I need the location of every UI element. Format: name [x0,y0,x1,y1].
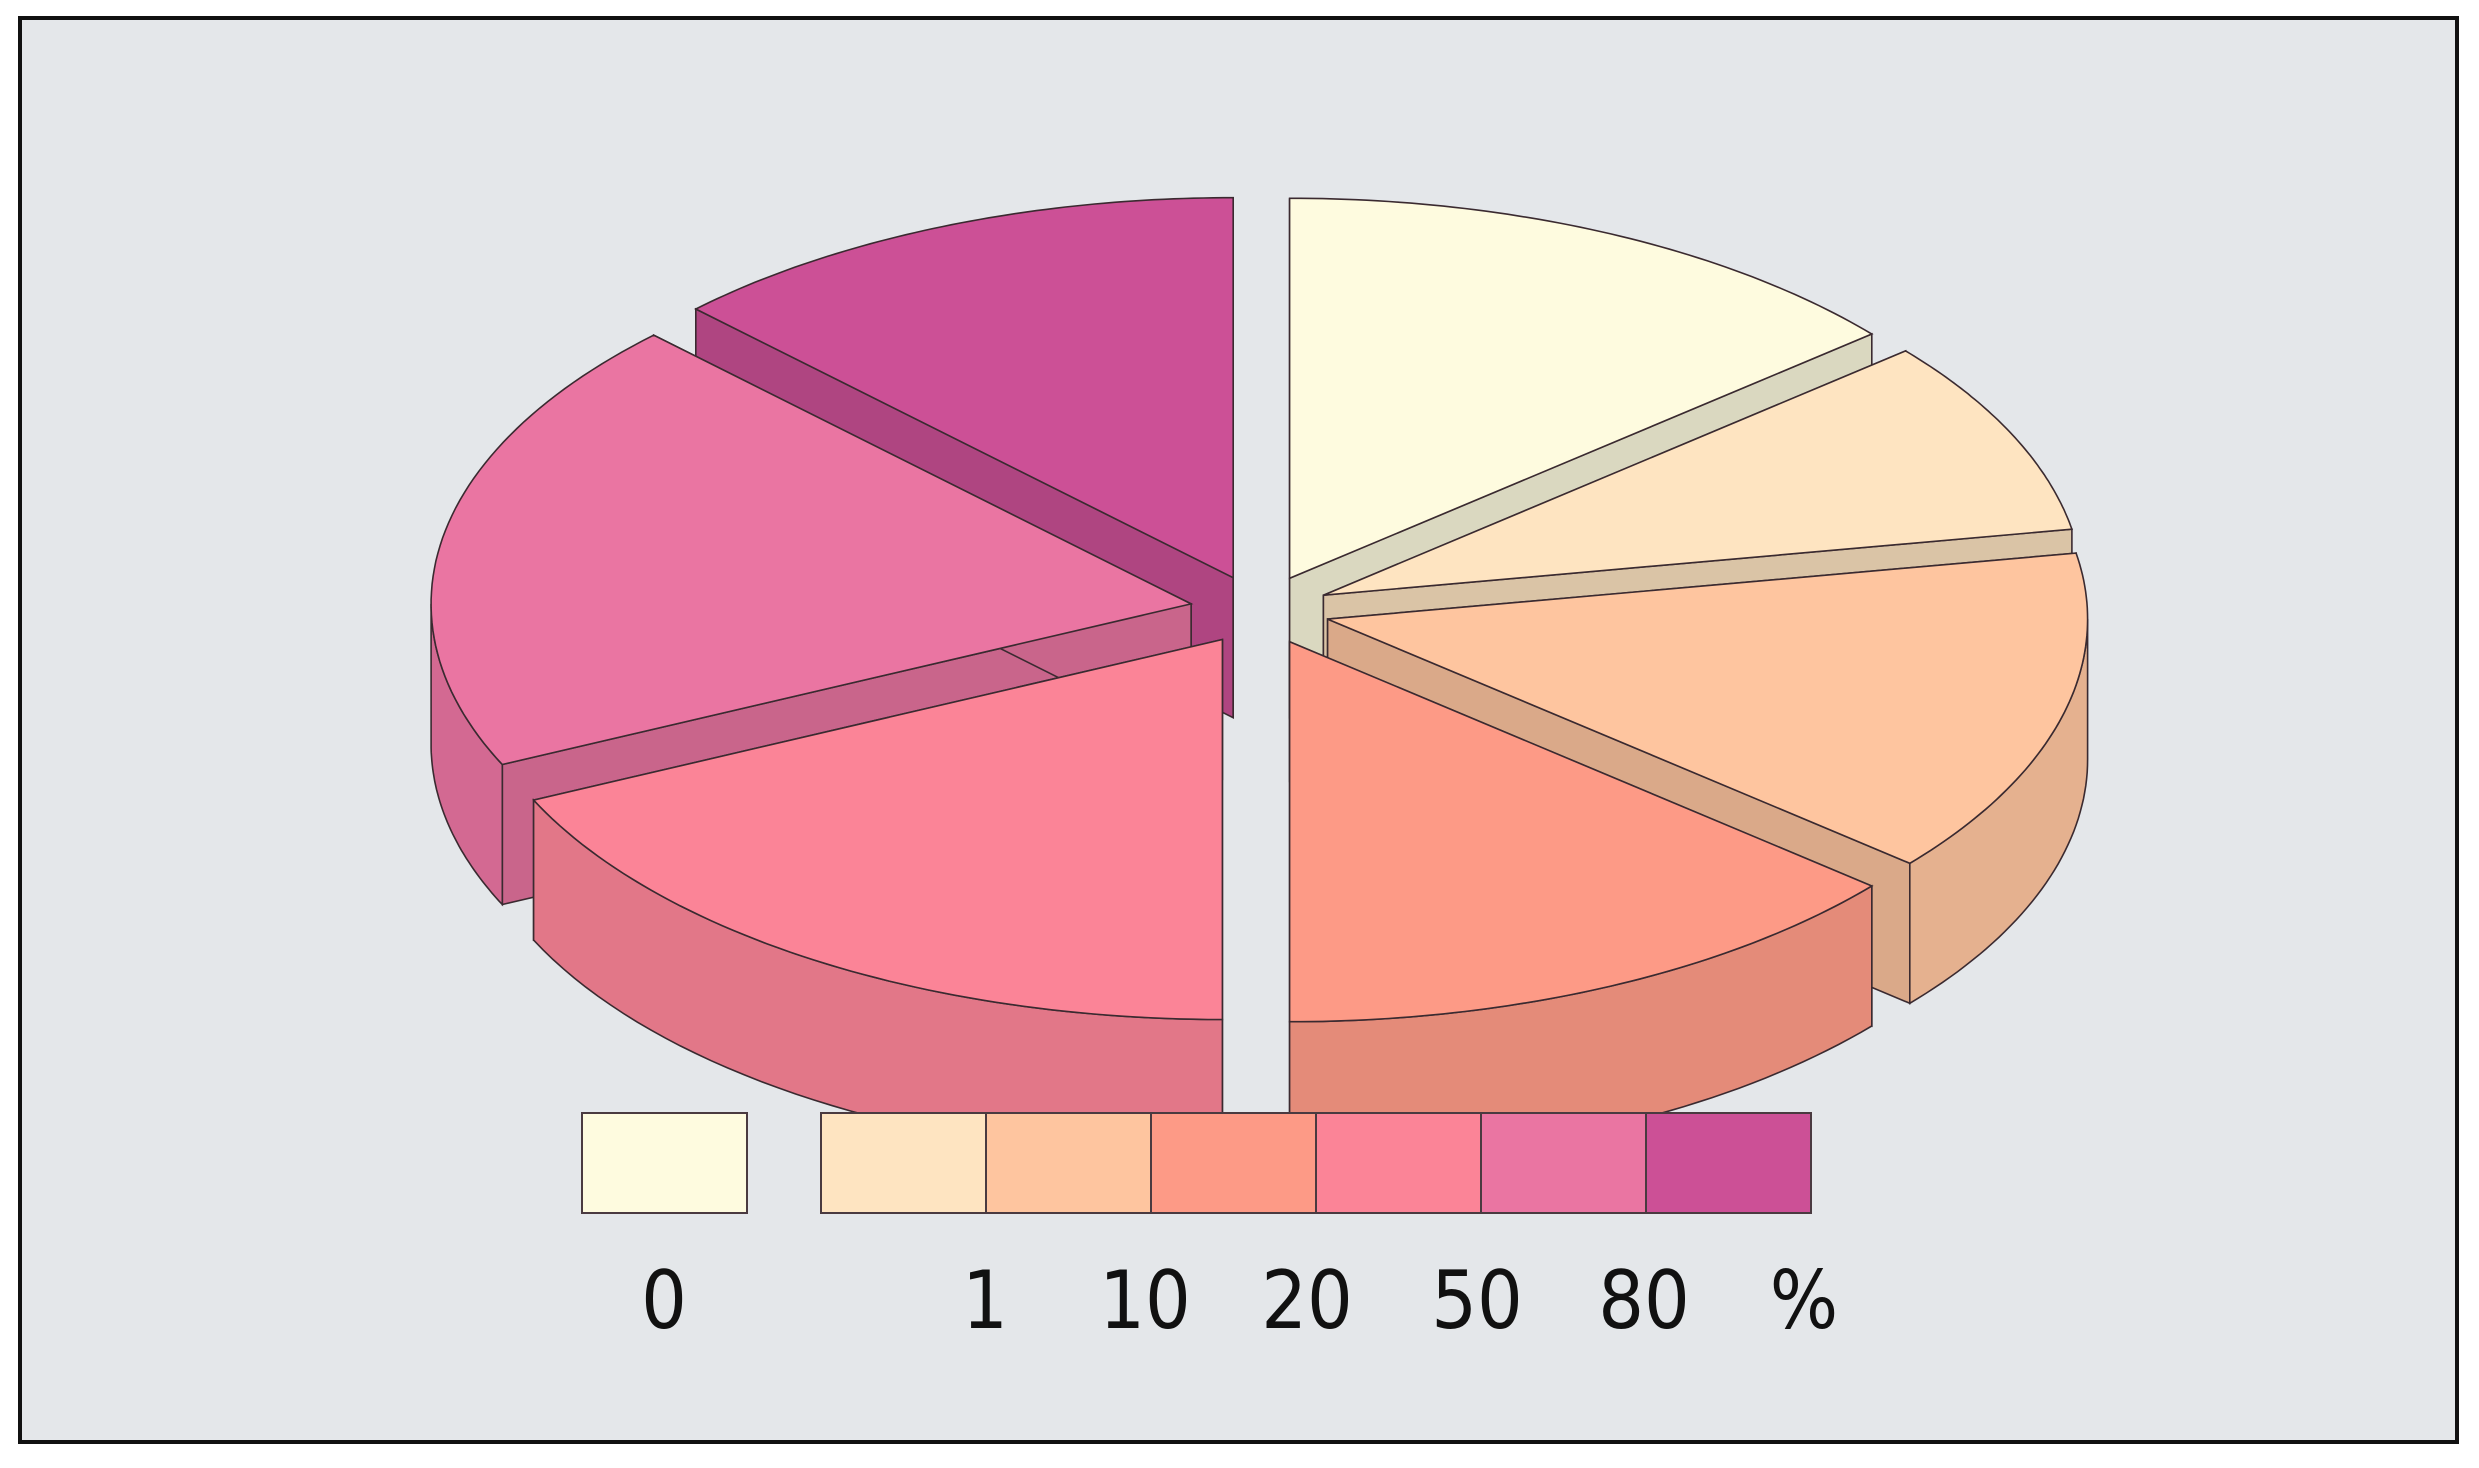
slice-top-face [532,638,1224,1021]
legend-swatches [581,1112,1812,1214]
slice-top-face [430,334,1194,766]
legend-label: 20 [1261,1254,1353,1347]
legend-swatch [820,1112,987,1214]
pie-slice [1288,640,1874,1163]
legend-label: 0 [641,1254,687,1347]
legend-swatch [985,1112,1152,1214]
slice-top-face [1323,350,2074,596]
pie-slice [532,638,1224,1161]
legend-swatch [1315,1112,1482,1214]
pie-slices [430,196,2089,1163]
legend-swatch [1480,1112,1647,1214]
legend-swatch [1645,1112,1812,1214]
legend-label: 10 [1099,1254,1191,1347]
legend-label: 50 [1431,1254,1523,1347]
legend-label: 80 [1598,1254,1690,1347]
chart-background [22,20,2455,1440]
slice-top-face [1327,552,2089,865]
slice-top-face [694,196,1234,579]
legend: 0 1 10 20 50 80 % [581,1112,1838,1347]
legend-labels: 0 1 10 20 50 80 % [641,1254,1838,1347]
legend-label: % [1770,1254,1838,1347]
slice-top-face [1288,640,1874,1023]
legend-swatch [1150,1112,1317,1214]
chart-frame [18,16,2459,1444]
legend-swatch [581,1112,748,1214]
slice-top-face [1288,197,1874,580]
legend-label: 1 [962,1254,1008,1347]
